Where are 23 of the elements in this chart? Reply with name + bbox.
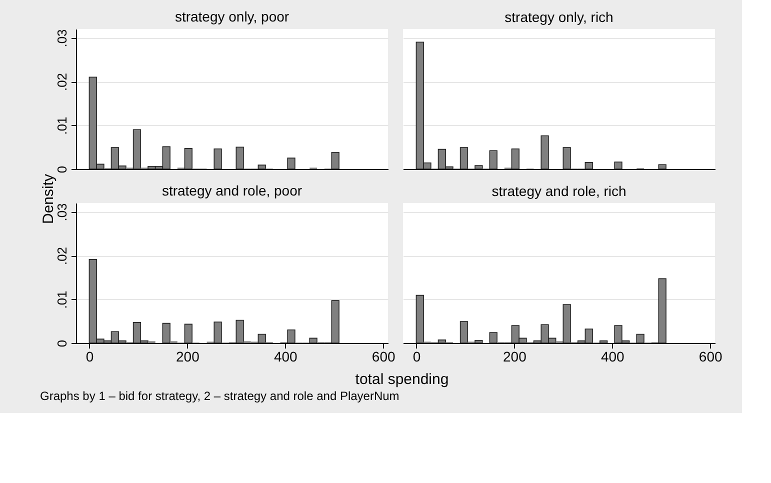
y-tick-label: 0 (54, 340, 70, 348)
x-axis-title: total spending (355, 371, 449, 388)
y-tick-label: .01 (54, 290, 70, 309)
y-tick-label: .03 (54, 29, 70, 48)
chart-title: strategy only, poor (174, 8, 290, 25)
text: Graphs by 1 – bid for strategy, 2 – strategy and role and PlayerNum (40, 389, 400, 403)
chart-title: strategy only, rich (504, 9, 614, 25)
x-tick-label: 600 (698, 348, 722, 364)
x-tick-label: 600 (372, 348, 396, 364)
x-tick-label: 400 (600, 348, 625, 364)
y-tick-label: 0 (54, 166, 70, 174)
chart-title: strategy and role, poor (162, 182, 302, 199)
x-tick-label: 400 (274, 348, 298, 364)
x-tick-label: 200 (176, 348, 200, 364)
y-tick-label: .01 (54, 116, 70, 135)
y-tick-label: .02 (54, 72, 70, 92)
y-tick-label: .03 (54, 203, 70, 222)
y-axis-title: Density (40, 174, 57, 224)
x-tick-label: 0 (86, 348, 94, 364)
chart-title: strategy and role, rich (492, 183, 626, 199)
y-tick-label: .02 (54, 246, 70, 266)
x-tick-label: 0 (412, 348, 421, 364)
x-tick-label: 200 (503, 348, 527, 364)
